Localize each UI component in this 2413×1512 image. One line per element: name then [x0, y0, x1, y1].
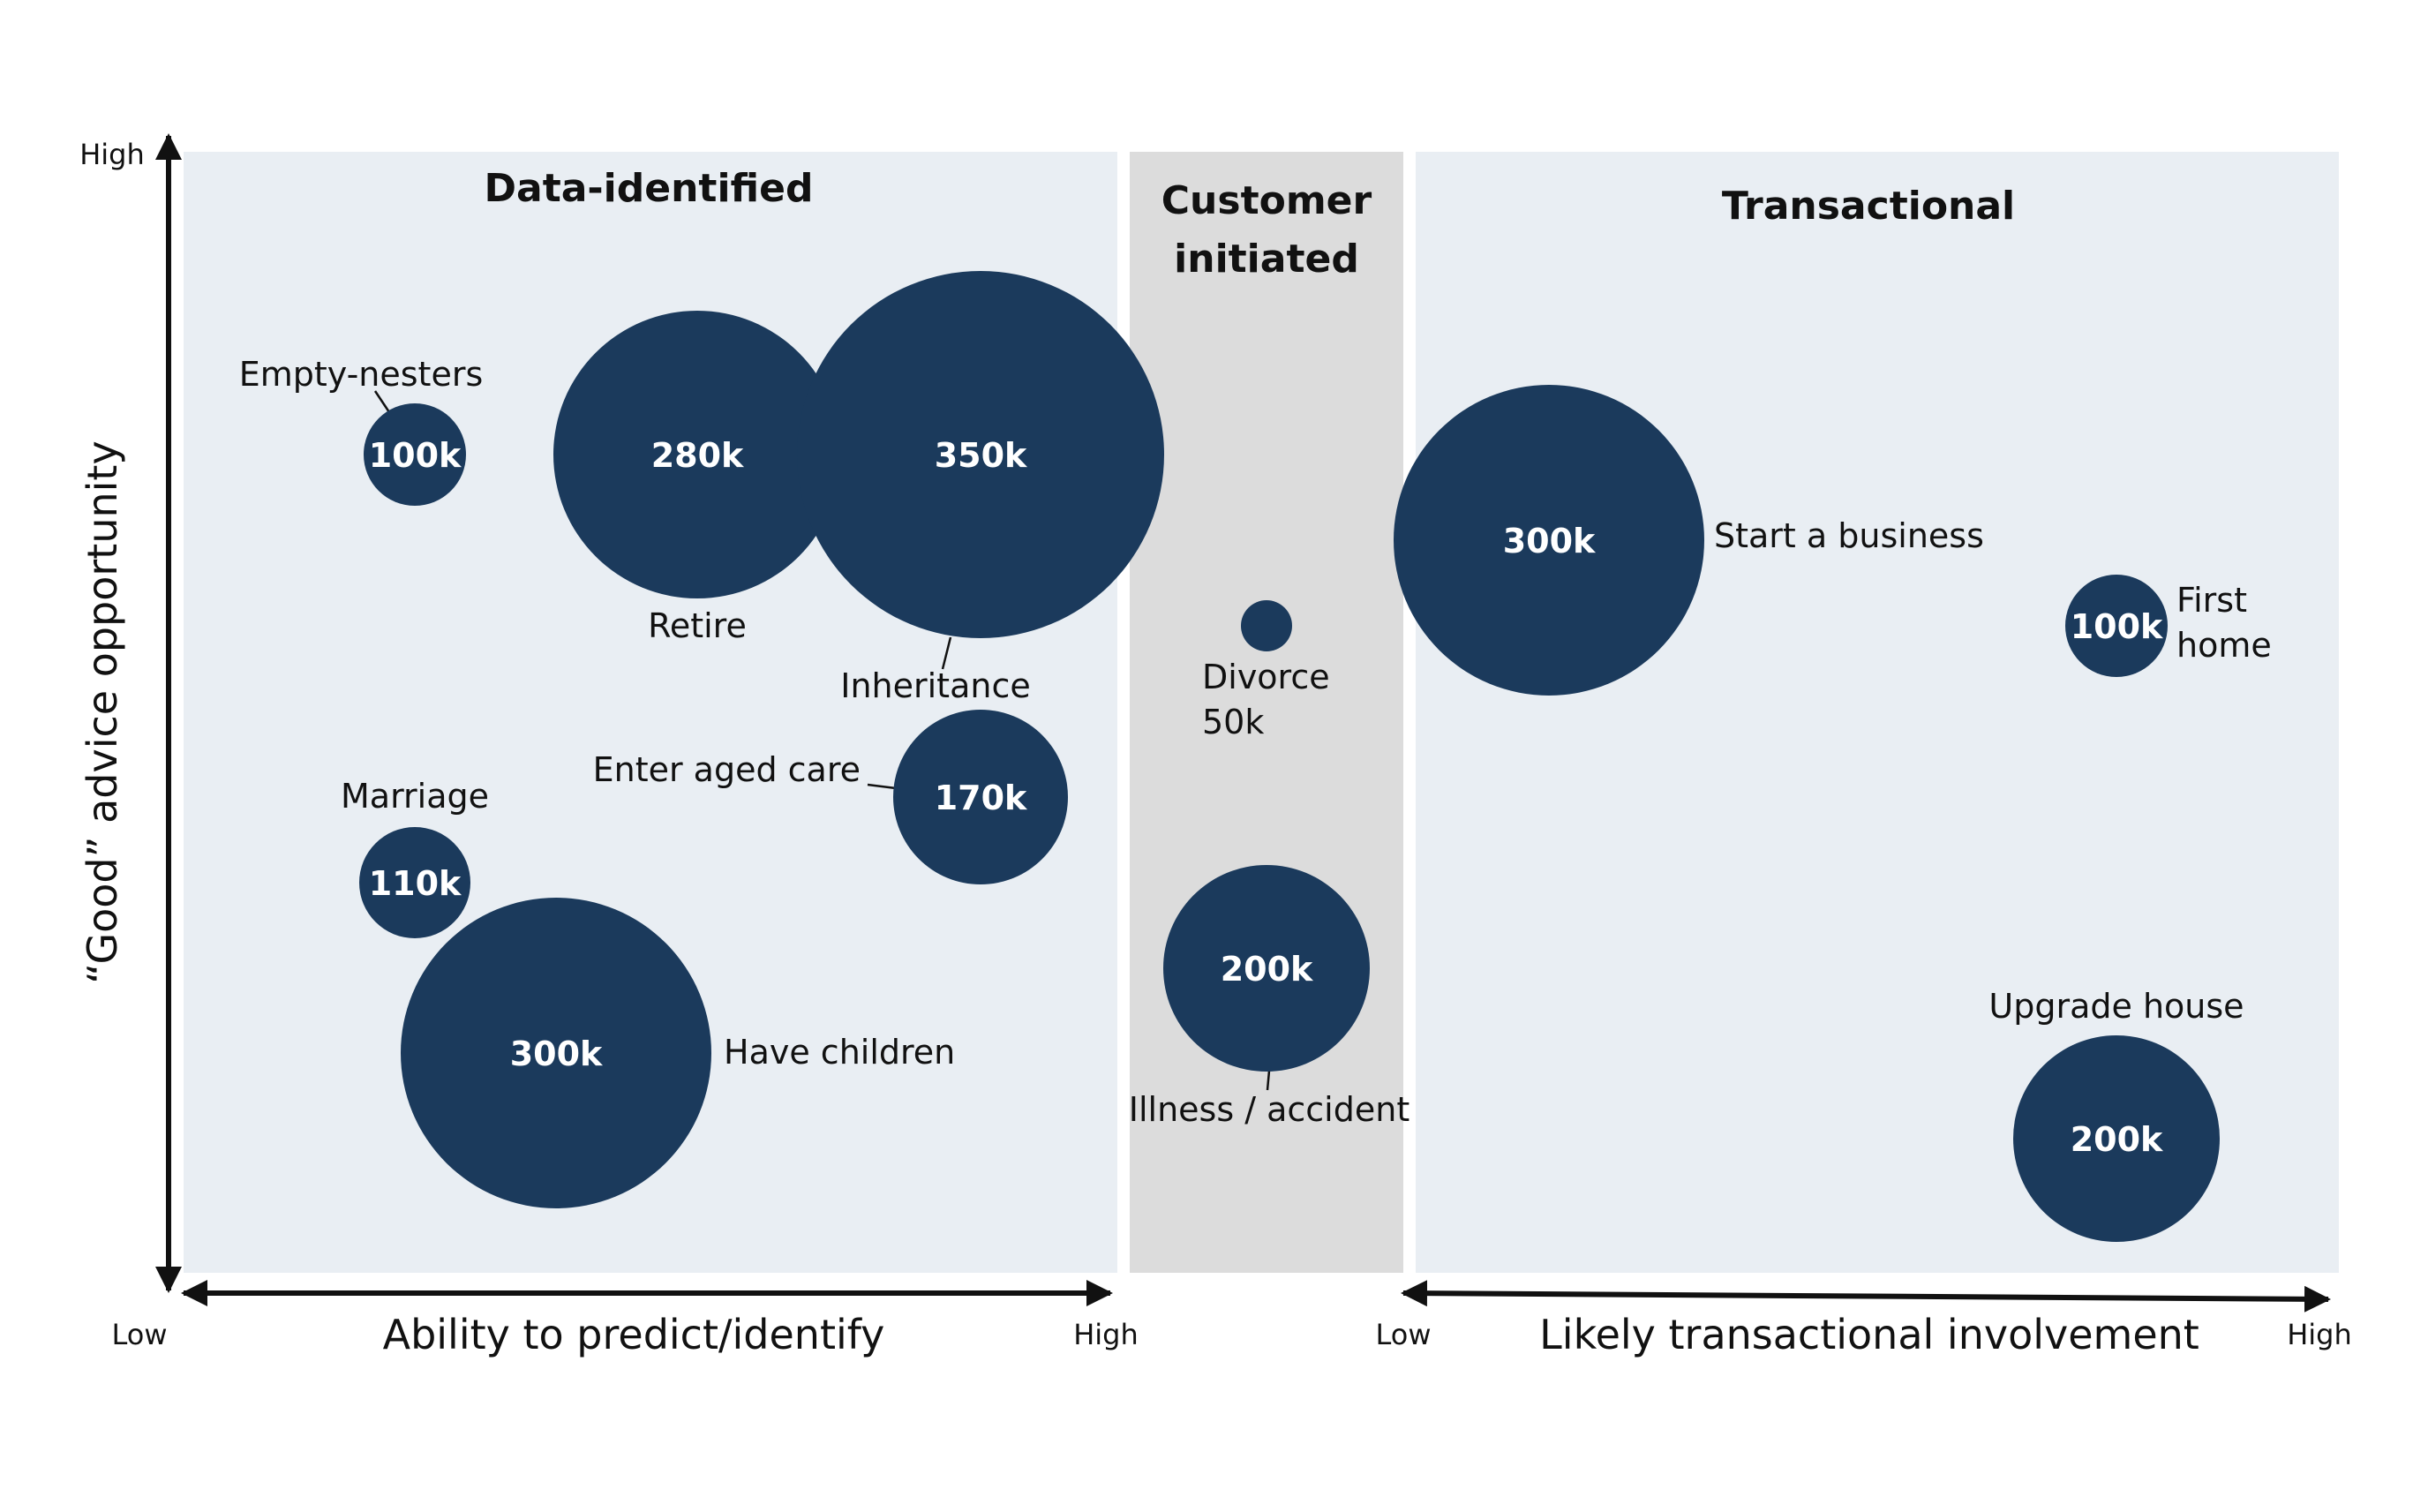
x-axis-right-high-label: High: [2287, 1318, 2352, 1351]
y-axis-title: “Good” advice opportunity: [79, 440, 126, 983]
label-inheritance: Inheritance: [840, 666, 1030, 705]
panel-customer-initiated: [1130, 152, 1403, 1273]
label-divorce-value: 50k: [1202, 703, 1264, 741]
bubble-value-inheritance: 350k: [935, 436, 1027, 475]
x-axis-right-arrow: [1401, 1280, 2331, 1313]
bubble-divorce: [1241, 600, 1292, 651]
y-axis-high-label: High: [79, 138, 145, 171]
bubble-value-first-home: 100k: [2071, 607, 2163, 646]
label-marriage: Marriage: [341, 777, 489, 816]
bubble-value-retire: 280k: [651, 436, 744, 475]
label-first-home-line1: First: [2176, 581, 2247, 620]
leader-illness: [1266, 1070, 1271, 1091]
x-axis-right-title: Likely transactional involvement: [1539, 1311, 2199, 1358]
bubble-first-home: [2065, 575, 2168, 677]
bubble-value-marriage: 110k: [369, 864, 462, 903]
panel-title-transactional: Transactional: [1722, 184, 2015, 229]
leader-enter-aged-care: [867, 783, 897, 790]
bubble-value-start-business: 300k: [1503, 522, 1596, 560]
bubble-enter-aged-care: [893, 710, 1068, 884]
bubble-upgrade-house: [2013, 1035, 2220, 1242]
bubble-value-have-children: 300k: [510, 1034, 603, 1073]
bubble-marriage: [359, 827, 470, 938]
bubble-value-empty-nesters: 100k: [369, 436, 462, 475]
bubble-retire: [553, 311, 841, 598]
label-retire: Retire: [648, 606, 747, 645]
x-axis-right-low-label: Low: [1375, 1318, 1431, 1351]
label-illness: Illness / accident: [1129, 1090, 1409, 1129]
x-axis-left-high-label: High: [1073, 1318, 1139, 1351]
label-start-business: Start a business: [1714, 516, 1984, 555]
label-upgrade-house: Upgrade house: [1988, 987, 2244, 1026]
bubble-start-business: [1394, 385, 1704, 696]
bubble-value-enter-aged-care: 170k: [935, 779, 1027, 817]
bubble-have-children: [401, 898, 711, 1208]
leader-inheritance: [941, 636, 952, 670]
label-first-home-line2: home: [2176, 626, 2272, 665]
panel-title-customer-initiated-line1: Customer: [1161, 178, 1372, 223]
bubble-illness: [1163, 865, 1370, 1072]
bubble-inheritance: [797, 271, 1164, 638]
x-axis-left-title: Ability to predict/identify: [383, 1311, 885, 1358]
bubble-value-upgrade-house: 200k: [2071, 1120, 2163, 1159]
bubble-value-illness: 200k: [1221, 950, 1313, 989]
panel-title-data-identified: Data-identified: [484, 166, 813, 211]
panel-title-customer-initiated-line2: initiated: [1174, 237, 1359, 282]
x-axis-left-low-label: Low: [111, 1318, 167, 1351]
bubble-empty-nesters: [364, 403, 466, 506]
label-have-children: Have children: [724, 1033, 955, 1072]
label-divorce: Divorce: [1202, 658, 1330, 696]
label-empty-nesters: Empty-nesters: [239, 355, 484, 394]
label-enter-aged-care: Enter aged care: [593, 750, 861, 789]
